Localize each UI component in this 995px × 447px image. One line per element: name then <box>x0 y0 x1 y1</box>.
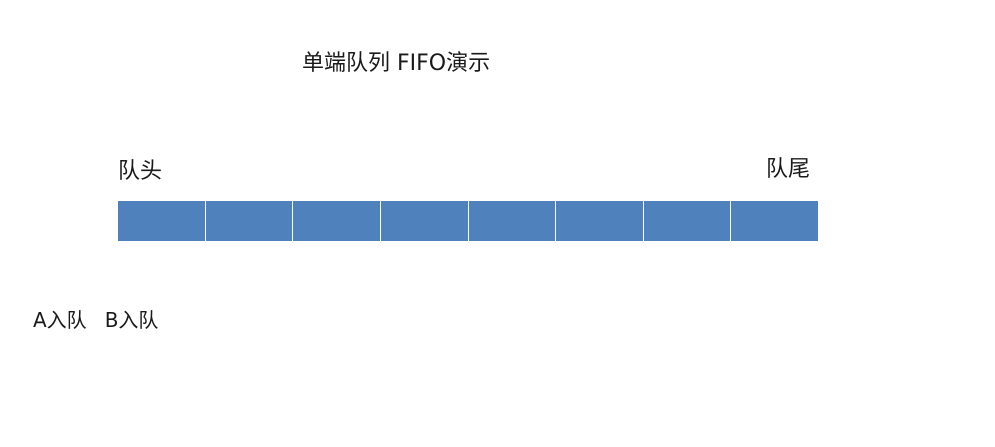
queue-slot <box>379 201 468 241</box>
queue-slot <box>555 201 643 241</box>
operation-label: B入队 <box>104 308 159 332</box>
queue-bar <box>118 201 818 241</box>
queue-head-label: 队头 <box>118 159 163 184</box>
queue-tail-label: 队尾 <box>766 157 811 182</box>
queue-slot <box>642 201 731 241</box>
queue-slot <box>204 201 293 241</box>
queue-slot <box>467 201 556 241</box>
queue-slot <box>292 201 380 241</box>
queue-slot <box>730 201 818 241</box>
operation-list: A入队 B入队 <box>33 306 158 334</box>
operation-label: A入队 <box>33 308 87 332</box>
queue-slot <box>118 201 205 241</box>
diagram-title: 单端队列 FIFO演示 <box>302 51 491 76</box>
